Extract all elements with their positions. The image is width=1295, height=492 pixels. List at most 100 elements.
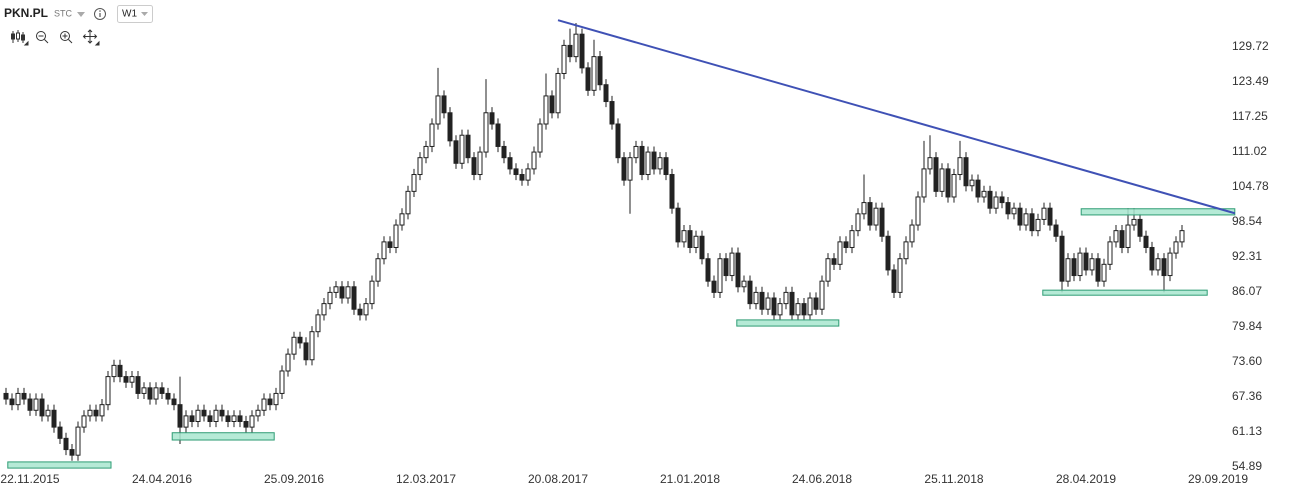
header: PKN.PL STC W1 bbox=[4, 5, 153, 23]
candle-body bbox=[33, 398, 39, 411]
candle-body bbox=[1059, 235, 1065, 282]
candle-body bbox=[459, 134, 465, 164]
candle-body bbox=[711, 280, 717, 293]
candle-body bbox=[1149, 246, 1155, 271]
support-zone bbox=[1080, 208, 1236, 216]
type-dropdown-arrow[interactable] bbox=[77, 12, 85, 17]
candle-body bbox=[573, 33, 579, 58]
candle-body bbox=[27, 398, 33, 411]
candle-body bbox=[987, 190, 993, 209]
y-tick-label: 117.25 bbox=[1232, 109, 1268, 123]
candle-body bbox=[237, 415, 243, 423]
candle-body bbox=[153, 387, 159, 400]
x-tick-label: 25.11.2018 bbox=[924, 472, 983, 486]
chart-type-button[interactable] bbox=[11, 30, 29, 46]
candle-body bbox=[591, 56, 597, 91]
candle-body bbox=[525, 168, 531, 181]
candle-body bbox=[381, 241, 387, 260]
candle-body bbox=[969, 179, 975, 187]
candle-body bbox=[585, 67, 591, 91]
instrument-type[interactable]: STC bbox=[54, 8, 73, 18]
candle-body bbox=[435, 95, 441, 125]
candle-body bbox=[447, 112, 453, 142]
candle-body bbox=[657, 157, 663, 170]
candle-body bbox=[135, 376, 141, 394]
support-zone bbox=[7, 461, 112, 469]
zoom-in-button[interactable] bbox=[60, 31, 73, 44]
candle-body bbox=[393, 224, 399, 248]
candle-body bbox=[87, 409, 93, 417]
candle-body bbox=[387, 241, 393, 248]
candle-body bbox=[615, 123, 621, 159]
y-tick-label: 98.54 bbox=[1232, 214, 1262, 228]
candle-body bbox=[1077, 252, 1083, 277]
toolbar bbox=[11, 29, 100, 46]
candle-body bbox=[645, 151, 651, 176]
candle-body bbox=[345, 286, 351, 299]
candle-body bbox=[303, 342, 309, 361]
candle-body bbox=[105, 376, 111, 406]
candle-body bbox=[507, 157, 513, 170]
candle-body bbox=[219, 409, 225, 417]
candle-body bbox=[207, 415, 213, 423]
candle-body bbox=[429, 123, 435, 147]
candle-body bbox=[825, 258, 831, 282]
candle-body bbox=[1131, 218, 1137, 226]
candle-body bbox=[1119, 230, 1125, 248]
candle-body bbox=[531, 151, 537, 170]
interval[interactable]: W1 bbox=[122, 9, 137, 20]
candle-body bbox=[9, 398, 15, 406]
candle-body bbox=[693, 235, 699, 248]
candle-body bbox=[261, 398, 267, 411]
candle-body bbox=[21, 392, 27, 400]
candle-body bbox=[1017, 207, 1023, 226]
candle-body bbox=[513, 168, 519, 176]
candle-body bbox=[873, 207, 879, 226]
candle-body bbox=[945, 168, 951, 198]
candle-body bbox=[549, 95, 555, 114]
candle-body bbox=[909, 224, 915, 243]
candle-body bbox=[705, 258, 711, 282]
candle-body bbox=[795, 303, 801, 316]
candle-body bbox=[963, 157, 969, 187]
candle-body bbox=[453, 140, 459, 164]
candle-body bbox=[93, 409, 99, 417]
x-tick-label: 21.01.2018 bbox=[660, 472, 720, 486]
candle-body bbox=[1083, 252, 1089, 271]
candle-body bbox=[813, 297, 819, 310]
candle-body bbox=[1137, 218, 1143, 237]
candle-body bbox=[279, 370, 285, 394]
y-tick-label: 92.31 bbox=[1232, 249, 1262, 263]
candle-body bbox=[297, 336, 303, 344]
candle-body bbox=[555, 72, 561, 114]
x-tick-label: 29.09.2019 bbox=[1188, 472, 1248, 486]
candle-body bbox=[597, 56, 603, 86]
candle-body bbox=[339, 286, 345, 299]
candle-body bbox=[1161, 258, 1167, 277]
trend-line bbox=[557, 19, 1236, 215]
candle-body bbox=[843, 241, 849, 248]
candle-body bbox=[723, 258, 729, 277]
candle-body bbox=[609, 101, 615, 125]
info-icon[interactable] bbox=[94, 8, 106, 20]
candle-body bbox=[1023, 213, 1029, 226]
candle-body bbox=[213, 409, 219, 423]
interval-dropdown-arrow[interactable] bbox=[141, 12, 148, 16]
candle-body bbox=[849, 230, 855, 248]
candle-body bbox=[933, 157, 939, 192]
candle-body bbox=[993, 196, 999, 209]
interval-select[interactable] bbox=[117, 5, 153, 23]
candle-body bbox=[1071, 258, 1077, 277]
support-zone bbox=[1042, 289, 1208, 296]
pan-button[interactable] bbox=[82, 29, 100, 46]
zoom-out-button[interactable] bbox=[36, 31, 49, 44]
candle-body bbox=[537, 123, 543, 153]
y-tick-label: 86.07 bbox=[1232, 284, 1262, 298]
candle-body bbox=[321, 303, 327, 316]
candle-body bbox=[1035, 218, 1041, 232]
candle-body bbox=[867, 202, 873, 226]
candle-body bbox=[639, 145, 645, 176]
candle-body bbox=[411, 174, 417, 192]
candle-body bbox=[951, 174, 957, 198]
